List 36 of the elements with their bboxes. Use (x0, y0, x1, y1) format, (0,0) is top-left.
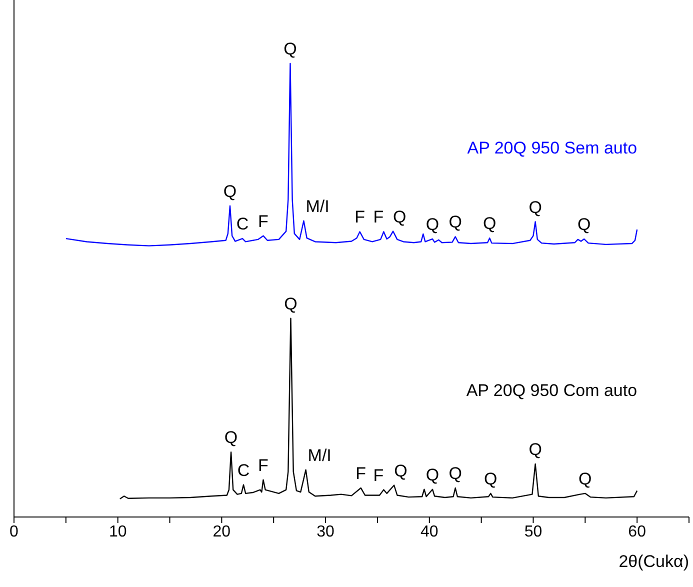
annotation: C (236, 214, 249, 234)
annotation: Q (284, 39, 297, 58)
annotation: Q (284, 294, 298, 314)
x-tick-label: 20 (212, 523, 231, 540)
annotation: F (258, 456, 268, 475)
annotation: Q (528, 198, 542, 217)
x-tick-label: 60 (628, 523, 646, 540)
annotation: Q (484, 469, 498, 488)
annotation: Q (426, 465, 440, 484)
annotation: Q (448, 212, 462, 232)
x-tick-label: 40 (420, 523, 438, 540)
annotation: Q (578, 215, 591, 234)
x-tick-label: 0 (10, 523, 19, 540)
annotation: Q (578, 469, 592, 488)
annotation: Q (528, 440, 542, 459)
annotation: C (237, 460, 250, 480)
annotation: Q (223, 182, 237, 201)
x-axis-title: 2θ(Cukα) (618, 552, 689, 571)
x-tick-label: 30 (316, 523, 335, 540)
text: AP 20Q 950 Com auto (466, 380, 638, 400)
annotation: F (373, 208, 384, 227)
annotation: Q (393, 207, 406, 226)
x-tick-label: 50 (524, 523, 542, 540)
annotation: F (258, 212, 268, 231)
annotation: Q (224, 428, 238, 448)
annotation: Q (483, 214, 496, 234)
annotation: M/I (308, 446, 332, 465)
annotation: F (373, 466, 384, 485)
annotation: F (356, 464, 366, 483)
annotation: Q (426, 215, 440, 234)
text: AP 20Q 950 Sem auto (467, 138, 638, 158)
x-tick-label: 10 (108, 523, 127, 540)
annotation: F (354, 208, 366, 227)
annotation: Q (448, 464, 462, 483)
annotation: Q (394, 461, 408, 480)
annotation: M/I (306, 196, 330, 216)
